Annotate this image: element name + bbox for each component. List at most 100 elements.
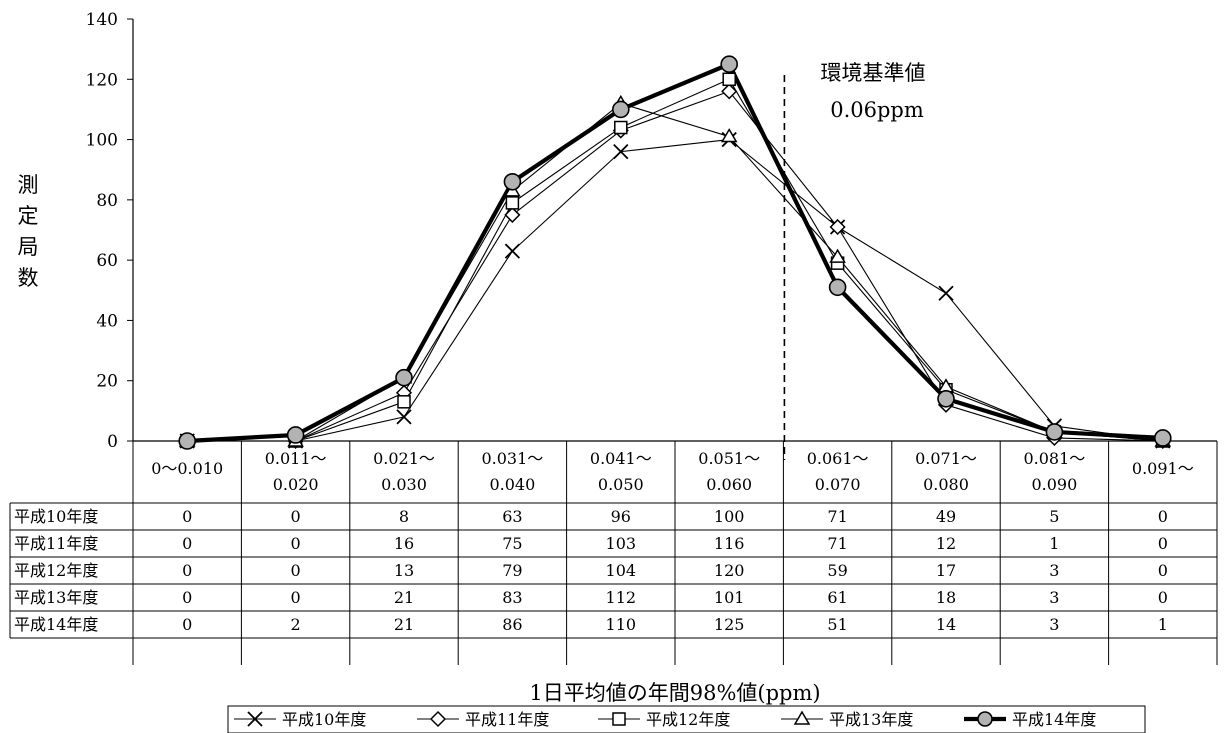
data-point-square: [505, 196, 520, 210]
y-axis-label-char: 局: [18, 235, 39, 259]
category-label: 0.080: [923, 475, 969, 494]
table-cell: 0: [1158, 507, 1168, 526]
table-cell: 0: [291, 561, 301, 580]
table-cell: 21: [394, 615, 414, 634]
y-tick-label: 20: [96, 372, 118, 392]
data-point-circle: [828, 278, 847, 297]
table-cell: 3: [1049, 615, 1059, 634]
category-label: 0.021～: [373, 449, 435, 468]
annotation-title: 環境基準値: [821, 61, 926, 85]
table-cell: 101: [714, 588, 745, 607]
table-cell: 0: [182, 534, 192, 553]
table-row-header: 平成14年度: [14, 615, 98, 634]
legend-label: 平成13年度: [829, 710, 913, 729]
y-tick-label: 60: [96, 251, 118, 271]
data-point-x: [938, 285, 954, 301]
table-cell: 2: [291, 615, 301, 634]
table-cell: 17: [936, 561, 956, 580]
legend-marker-diamond: [429, 710, 447, 728]
y-tick-label: 100: [86, 131, 118, 151]
table-cell: 21: [394, 588, 414, 607]
table-cell: 0: [182, 588, 192, 607]
legend-marker-triangle: [793, 710, 811, 725]
data-point-x: [396, 409, 412, 425]
table-row-header: 平成11年度: [14, 534, 98, 553]
y-axis-label-char: 測: [18, 173, 39, 197]
y-tick-label: 40: [96, 311, 118, 331]
y-tick-label: 140: [86, 10, 118, 30]
table-cell: 116: [714, 534, 745, 553]
category-label: 0.091～: [1132, 459, 1194, 478]
table-cell: 51: [827, 615, 847, 634]
table-cell: 96: [611, 507, 631, 526]
data-point-circle: [395, 368, 413, 387]
y-tick-label: 80: [96, 191, 118, 211]
table-cell: 120: [714, 561, 745, 580]
data-point-circle: [611, 100, 630, 119]
table-cell: 3: [1049, 561, 1059, 580]
table-row-header: 平成13年度: [14, 588, 98, 607]
data-point-triangle: [829, 248, 846, 263]
data-point-x: [504, 243, 521, 259]
table-cell: 5: [1049, 507, 1059, 526]
category-label: 0.041～: [590, 449, 652, 468]
table-cell: 16: [394, 534, 414, 553]
y-axis-label-char: 定: [18, 204, 39, 228]
data-point-circle: [286, 426, 305, 444]
table-cell: 71: [827, 534, 847, 553]
table-cell: 0: [1158, 588, 1168, 607]
data-point-circle: [937, 389, 955, 408]
table-cell: 3: [1049, 588, 1059, 607]
data-point-diamond: [829, 218, 846, 236]
series-line-triangle: [187, 102, 1163, 442]
table-cell: 71: [827, 507, 847, 526]
table-cell: 59: [827, 561, 847, 580]
table-cell: 1: [1158, 615, 1168, 634]
category-label: 0.031～: [481, 449, 543, 468]
category-label: 0.040: [489, 475, 535, 494]
category-label: 0～0.010: [151, 459, 223, 478]
table-cell: 61: [827, 588, 847, 607]
table-cell: 0: [1158, 561, 1168, 580]
legend-label: 平成11年度: [465, 710, 549, 729]
data-point-circle: [1045, 423, 1064, 441]
data-point-circle: [1154, 429, 1172, 447]
series-line-circle: [187, 62, 1163, 444]
x-axis-title: 1日平均値の年間98%値(ppm): [529, 681, 820, 705]
table-cell: 0: [291, 534, 301, 553]
category-label: 0.070: [815, 475, 861, 494]
y-tick-label: 0: [107, 432, 118, 452]
data-point-x: [613, 143, 629, 160]
table-cell: 0: [182, 507, 192, 526]
table-cell: 1: [1049, 534, 1059, 553]
legend-marker-x: [247, 711, 263, 727]
table-cell: 0: [182, 615, 192, 634]
data-point-circle: [720, 55, 739, 74]
table-cell: 110: [606, 615, 637, 634]
table-cell: 14: [936, 615, 956, 634]
table-row-header: 平成10年度: [14, 507, 98, 526]
category-label: 0.090: [1031, 475, 1077, 494]
table-cell: 125: [714, 615, 745, 634]
table-cell: 49: [936, 507, 956, 526]
data-point-square: [397, 395, 411, 409]
series-line-x: [187, 139, 1163, 442]
table-cell: 100: [714, 507, 745, 526]
table-cell: 0: [182, 561, 192, 580]
category-label: 0.060: [706, 475, 752, 494]
table-cell: 63: [502, 507, 522, 526]
category-label: 0.020: [273, 475, 319, 494]
category-label: 0.050: [598, 475, 644, 494]
legend-label: 平成12年度: [646, 710, 730, 729]
category-label: 0.081～: [1023, 449, 1085, 468]
legend-label: 平成14年度: [1012, 710, 1096, 729]
table-cell: 8: [399, 507, 409, 526]
table-cell: 12: [936, 534, 956, 553]
data-point-circle: [503, 172, 522, 191]
table-cell: 83: [502, 588, 522, 607]
table-cell: 103: [606, 534, 637, 553]
table-cell: 18: [936, 588, 956, 607]
table-cell: 0: [1158, 534, 1168, 553]
table-cell: 79: [502, 561, 522, 580]
